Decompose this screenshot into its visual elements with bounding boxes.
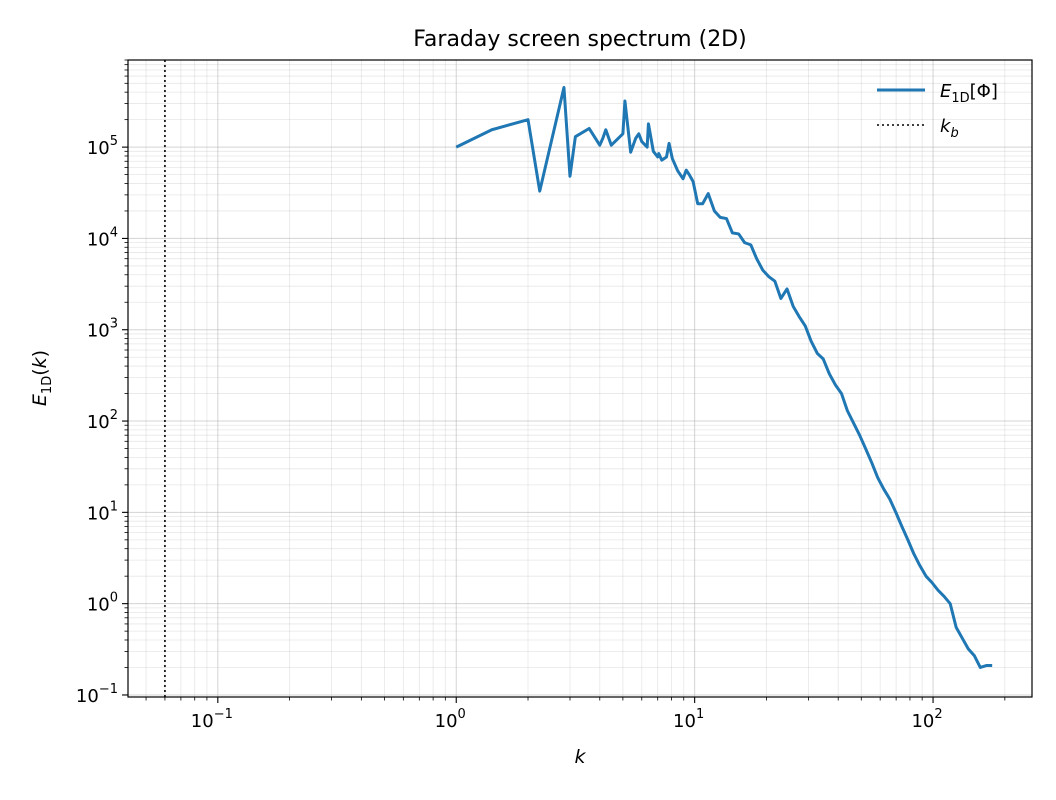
y-tick-base: 10 [76, 686, 99, 707]
legend-spectrum-main: E [940, 81, 952, 102]
grid [128, 59, 1032, 697]
x-tick-base: 10 [673, 711, 696, 732]
y-tick-label: 104 [87, 225, 118, 250]
x-tick-label: 101 [673, 707, 704, 732]
x-tick-base: 10 [191, 711, 214, 732]
x-tick-exp: −1 [214, 707, 233, 722]
legend-spectrum-sub: 1D [951, 91, 969, 106]
x-tick-exp: 1 [696, 707, 704, 722]
y-tick-base: 10 [87, 503, 110, 524]
x-tick-exp: 0 [458, 707, 466, 722]
y-tick-exp: 2 [110, 408, 118, 423]
y-tick-exp: 4 [110, 225, 118, 240]
y-tick-label: 103 [87, 317, 118, 342]
x-tick-label: 102 [911, 707, 942, 732]
legend-label-kb: kb [940, 116, 959, 141]
y-label-close: ) [29, 350, 51, 357]
y-label-k: k [29, 356, 51, 368]
legend-spectrum-tail: [Φ] [970, 81, 998, 102]
y-tick-label: 105 [87, 134, 118, 159]
y-tick-base: 10 [87, 412, 110, 433]
legend-kb-sub: b [950, 126, 958, 141]
x-axis: 10−1 100 101 102 [145, 697, 1006, 732]
y-tick-base: 10 [87, 595, 110, 616]
y-tick-base: 10 [87, 138, 110, 159]
y-label-arg: ( [29, 368, 51, 375]
x-tick-base: 10 [911, 711, 934, 732]
x-tick-base: 10 [435, 711, 458, 732]
y-tick-label: 102 [87, 408, 118, 433]
chart-title: Faraday screen spectrum (2D) [413, 27, 746, 52]
x-axis-label: k [574, 746, 586, 768]
y-tick-base: 10 [87, 229, 110, 250]
axes-frame [127, 59, 1033, 698]
y-tick-exp: −1 [99, 682, 118, 697]
plot-area [164, 60, 993, 697]
x-tick-label: 10−1 [191, 707, 233, 732]
y-tick-base: 10 [87, 321, 110, 342]
y-tick-exp: 5 [110, 134, 118, 149]
y-axis-label: E1D(k) [29, 350, 55, 406]
y-tick-label: 101 [87, 499, 118, 524]
y-tick-label: 10−1 [76, 682, 118, 707]
x-tick-label: 100 [435, 707, 466, 732]
y-tick-exp: 0 [110, 591, 118, 606]
y-label-sub: 1D [40, 376, 55, 394]
legend-label-spectrum: E1D[Φ] [940, 81, 998, 106]
x-tick-exp: 2 [934, 707, 942, 722]
y-tick-exp: 3 [110, 317, 118, 332]
y-tick-exp: 1 [110, 499, 118, 514]
spectrum-line [455, 85, 993, 669]
legend: E1D[Φ] kb [877, 81, 998, 141]
y-tick-label: 100 [87, 591, 118, 616]
y-label-main: E [29, 394, 51, 406]
legend-kb-main: k [940, 116, 952, 137]
